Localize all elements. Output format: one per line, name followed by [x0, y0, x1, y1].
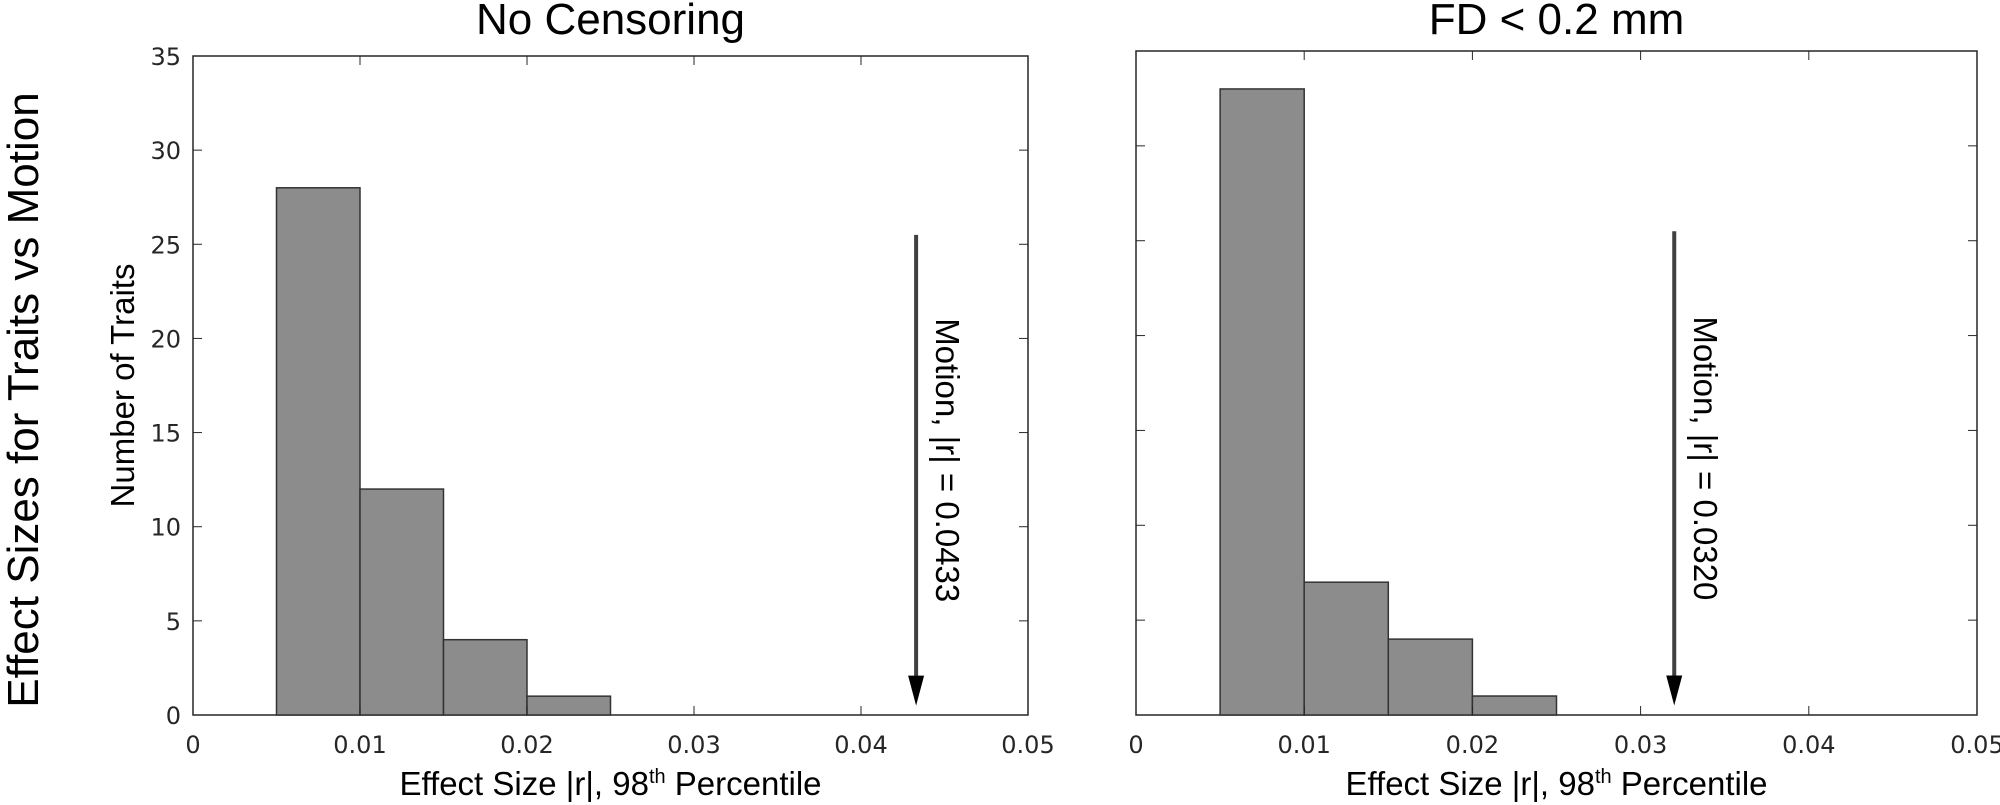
- histogram-bar: [275, 187, 361, 716]
- y-tick-label: 0: [166, 702, 181, 730]
- x-axis-label-superscript: th: [649, 766, 666, 788]
- x-axis-label: Effect Size |r|, 98th Percentile: [399, 765, 821, 802]
- histogram-bar: [1471, 695, 1558, 716]
- x-axis-label-tail: Percentile: [1612, 765, 1768, 802]
- y-tick-label: 10: [150, 514, 181, 542]
- x-tick-label: 0.02: [500, 731, 553, 759]
- panel-fd-censoring: 0 0.01 0.02 0.03 0.04 0.05 FD < 0.2 mm Effect S…: [1128, 0, 2000, 802]
- histogram-bar: [359, 488, 445, 716]
- y-tick-label: 35: [150, 43, 181, 71]
- x-tick-label: 0.04: [834, 731, 887, 759]
- x-tick-label: 0.03: [667, 731, 720, 759]
- y-tick-label: 5: [166, 608, 181, 636]
- panel-no-censoring: 0 0.01 0.02 0.03 0.04 0.05 0 5 10 15 20 25 30 35 No Ce…: [104, 0, 1055, 802]
- x-tick-label: 0.05: [1950, 731, 2000, 759]
- y-tick-label: 25: [150, 231, 181, 259]
- y-tick-label: 20: [150, 325, 181, 353]
- motion-arrow-head: [908, 675, 925, 706]
- histogram-bar: [526, 695, 612, 716]
- motion-arrow-head: [1666, 675, 1683, 706]
- x-tick-label: 0.02: [1446, 731, 1499, 759]
- x-tick-label: 0.03: [1614, 731, 1667, 759]
- x-tick-label: 0: [1128, 731, 1143, 759]
- x-tick-label: 0.04: [1782, 731, 1835, 759]
- panel-title: No Censoring: [476, 0, 745, 44]
- y-tick-label: 30: [150, 137, 181, 165]
- x-axis-label: Effect Size |r|, 98th Percentile: [1345, 765, 1767, 802]
- x-tick-label: 0.01: [333, 731, 386, 759]
- x-tick-label: 0: [185, 731, 200, 759]
- histogram-bar: [1219, 88, 1305, 716]
- panel-title: FD < 0.2 mm: [1429, 0, 1685, 44]
- y-tick-label: 15: [150, 420, 181, 448]
- x-tick-label: 0.01: [1277, 731, 1330, 759]
- x-axis-label-superscript: th: [1595, 766, 1612, 788]
- motion-annotation: Motion, |r| = 0.0433: [929, 318, 966, 602]
- x-axis-label-main: Effect Size |r|, 98: [1345, 765, 1594, 802]
- histogram-bar: [442, 638, 528, 716]
- x-axis-label-tail: Percentile: [666, 765, 822, 802]
- y-axis-label: Number of Traits: [104, 264, 141, 508]
- motion-annotation: Motion, |r| = 0.0320: [1687, 316, 1724, 600]
- x-tick-label: 0.05: [1001, 731, 1054, 759]
- figure-suptitle: Effect Sizes for Traits vs Motion: [0, 92, 48, 707]
- histogram-bar: [1387, 638, 1474, 716]
- histogram-bar: [1303, 581, 1390, 716]
- x-axis-label-main: Effect Size |r|, 98: [399, 765, 648, 802]
